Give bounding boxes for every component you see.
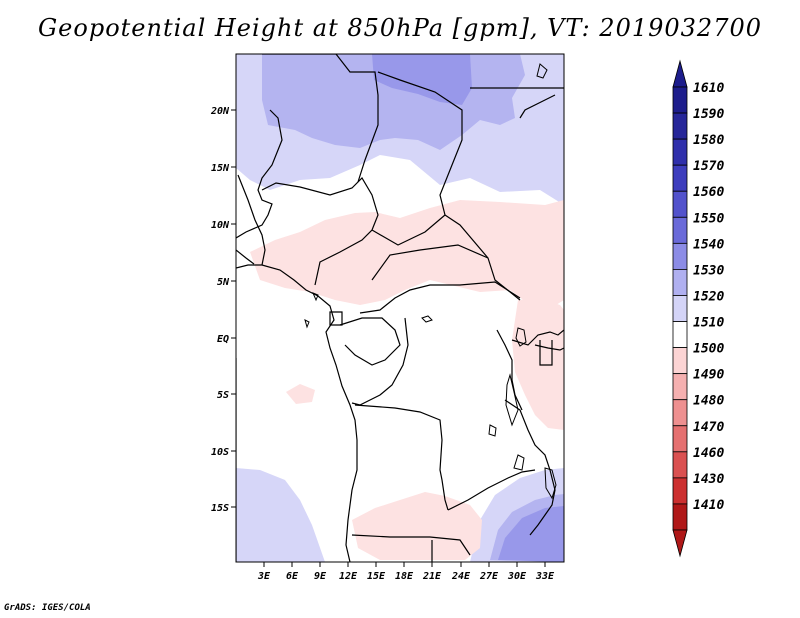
shading-1540-north [372,54,472,105]
lat-label: 15S [211,503,229,514]
colorbar-level-label: 1540 [693,237,724,252]
latitude-axis: 20N 15N 10N 5N EQ 5S 10S 15S [210,106,236,514]
shading-1500-westpatch [286,384,315,404]
lake-outlines [304,63,557,500]
lat-label: EQ [217,334,229,345]
lon-label: 6E [286,571,299,582]
colorbar-swatch [672,321,688,348]
colorbar-level-label: 1570 [693,159,724,174]
colorbar-swatch [672,269,688,296]
lat-label: 10S [211,447,229,458]
colorbar-swatch [672,373,688,401]
colorbar-level-label: 1490 [693,368,724,383]
lat-label: 5S [217,390,229,401]
credit-text: GrADS: IGES/COLA [4,603,91,613]
lon-label: 33E [535,571,555,582]
colorbar: 1610 1590 1580 1570 1560 1550 1540 1530 1520 1510… [672,59,724,558]
colorbar-top-arrow [672,59,688,88]
longitude-axis: 3E 6E 9E 12E 15E 18E 21E 24E 27E 30E 33E [257,562,555,582]
colorbar-swatch [672,164,688,192]
colorbar-swatch [672,112,688,140]
lon-label: 30E [507,571,527,582]
colorbar-level-label: 1470 [693,420,724,435]
colorbar-level-label: 1590 [693,107,724,122]
lon-label: 9E [314,571,327,582]
colorbar-swatch [672,216,688,244]
lat-label: 10N [211,220,230,231]
lon-label: 18E [395,571,414,582]
colorbar-level-label: 1510 [693,316,724,331]
lon-label: 21E [422,571,442,582]
lon-label: 12E [339,571,358,582]
political-borders [236,54,564,562]
colorbar-level-label: 1610 [693,81,724,96]
lon-label: 15E [367,571,386,582]
colorbar-swatch [672,295,688,322]
colorbar-level-label: 1460 [693,446,724,461]
colorbar-swatch [672,477,688,505]
colorbar-level-label: 1430 [693,472,724,487]
colorbar-swatch [672,347,688,375]
lon-label: 3E [257,571,271,582]
colorbar-bottom-arrow [672,529,688,558]
colorbar-level-label: 1500 [693,342,724,357]
lon-label: 24E [451,571,471,582]
colorbar-swatch [672,425,688,453]
colorbar-swatch [672,138,688,166]
lon-label: 27E [479,571,499,582]
colorbar-swatch [672,399,688,427]
lat-label: 15N [211,163,230,174]
lat-label: 20N [210,106,230,117]
map-frame [235,53,565,563]
colorbar-level-label: 1480 [693,394,724,409]
chart-title: Geopotential Height at 850hPa [gpm], VT:… [38,14,762,42]
lat-label: 5N [217,277,230,288]
colorbar-swatch [672,451,688,479]
shading-1500-east [512,298,564,430]
colorbar-level-label: 1410 [693,498,724,513]
colorbar-level-label: 1580 [693,133,724,148]
colorbar-level-label: 1560 [693,185,724,200]
colorbar-swatch [672,86,688,114]
colorbar-swatch [672,190,688,218]
shading-1520-southwest [236,468,325,562]
colorbar-swatch [672,242,688,270]
colorbar-swatch [672,503,688,531]
colorbar-level-label: 1550 [693,211,724,226]
colorbar-level-label: 1530 [693,263,724,278]
colorbar-level-label: 1520 [693,289,724,304]
map-area [236,54,564,562]
